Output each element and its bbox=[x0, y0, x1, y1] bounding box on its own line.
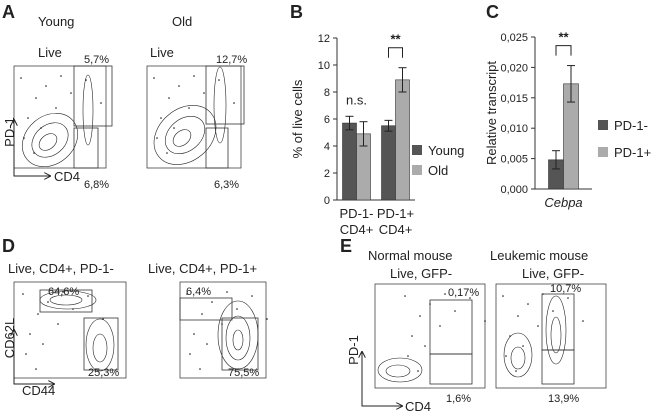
flow-plot bbox=[179, 281, 268, 379]
bar bbox=[381, 125, 396, 201]
x-tick-label: PD-1+ CD4+ bbox=[377, 206, 414, 237]
legend-swatch bbox=[412, 145, 422, 155]
error-bar bbox=[398, 67, 407, 93]
panel-label: C bbox=[486, 2, 499, 22]
bar bbox=[395, 79, 410, 201]
gate-label: Live bbox=[150, 45, 174, 60]
gate-percent: 1,6% bbox=[446, 393, 471, 405]
flow-plot bbox=[495, 283, 607, 389]
panel-label: E bbox=[340, 236, 352, 256]
gate-percent: 0,17% bbox=[448, 287, 479, 299]
legend-label: Old bbox=[428, 163, 448, 178]
gate-percent: 13,9% bbox=[548, 393, 579, 405]
y-tick-label: 0,025 bbox=[500, 32, 528, 44]
axis-label: PD-1 bbox=[346, 335, 361, 365]
plot-title: Old bbox=[172, 14, 192, 29]
gate-percent: 6,8% bbox=[84, 179, 109, 191]
gate-percent: 5,7% bbox=[84, 54, 109, 66]
axis-label: CD44 bbox=[22, 383, 55, 398]
y-axis-title: Relative transcript bbox=[484, 61, 499, 165]
y-tick-label: 10 bbox=[318, 60, 330, 72]
y-tick-label: 0,020 bbox=[500, 62, 528, 74]
axis-label: PD-1 bbox=[2, 117, 17, 147]
flow-plot bbox=[146, 65, 245, 169]
error-bar bbox=[345, 115, 354, 131]
legend-swatch bbox=[598, 147, 608, 157]
gate-percent: 10,7% bbox=[550, 283, 581, 295]
y-tick-label: 2 bbox=[324, 168, 330, 180]
error-bar bbox=[359, 121, 368, 147]
y-tick-label: 0 bbox=[324, 195, 330, 207]
legend-swatch bbox=[412, 165, 422, 175]
gate-label: Live, GFP- bbox=[522, 266, 584, 281]
y-tick-label: 0,000 bbox=[500, 184, 528, 196]
annotation: ** bbox=[390, 32, 401, 47]
y-tick-label: 0,005 bbox=[500, 154, 528, 166]
flow-plot bbox=[374, 283, 486, 389]
gate-label: Live, GFP- bbox=[390, 266, 452, 281]
gate-percent: 6,3% bbox=[214, 179, 239, 191]
y-tick-label: 12 bbox=[318, 33, 330, 45]
significance-bracket bbox=[555, 45, 572, 56]
y-axis-title: % of live cells bbox=[290, 79, 305, 158]
plot-title: Live, CD4+, PD-1+ bbox=[148, 261, 257, 276]
y-tick-label: 6 bbox=[324, 114, 330, 126]
error-bar bbox=[384, 119, 393, 132]
gate-percent: 6,4% bbox=[186, 286, 211, 298]
panel-label: D bbox=[2, 236, 15, 256]
annotation: ** bbox=[558, 30, 569, 45]
gate-percent: 12,7% bbox=[216, 54, 247, 66]
x-tick-label: PD-1-CD4+ bbox=[340, 206, 374, 237]
plot-title: Leukemic mouse bbox=[490, 248, 588, 263]
gate-label: Live bbox=[38, 45, 62, 60]
legend-swatch bbox=[598, 120, 608, 130]
axis-arrow bbox=[13, 330, 54, 384]
gate-percent: 25,3% bbox=[88, 367, 119, 379]
plot-title: Live, CD4+, PD-1- bbox=[8, 261, 114, 276]
legend-label: PD-1- bbox=[614, 118, 648, 133]
gate-percent: 64,6% bbox=[48, 286, 79, 298]
panel-label: B bbox=[290, 2, 303, 22]
annotation: n.s. bbox=[346, 92, 367, 107]
axis-arrow bbox=[361, 352, 402, 406]
panel-label: A bbox=[2, 2, 15, 22]
flow-plot bbox=[13, 281, 127, 379]
flow-plot bbox=[13, 65, 113, 169]
y-tick-label: 0,015 bbox=[500, 93, 528, 105]
legend-label: PD-1+ bbox=[614, 145, 651, 160]
axis-label: CD4 bbox=[54, 169, 80, 184]
y-tick-label: 8 bbox=[324, 87, 330, 99]
significance-bracket bbox=[388, 47, 403, 58]
legend-label: Young bbox=[428, 143, 464, 158]
x-tick-label: Cebpa bbox=[544, 195, 582, 210]
plot-title: Young bbox=[38, 14, 74, 29]
y-tick-label: 4 bbox=[324, 141, 330, 153]
plot-title: Normal mouse bbox=[368, 248, 453, 263]
error-bar bbox=[552, 150, 560, 170]
y-tick-label: 0,010 bbox=[500, 123, 528, 135]
axis-label: CD4 bbox=[405, 399, 431, 414]
axis-label: CD62L bbox=[2, 318, 17, 358]
bar bbox=[342, 122, 357, 201]
gate-percent: 75,5% bbox=[228, 367, 259, 379]
error-bar bbox=[567, 65, 575, 103]
